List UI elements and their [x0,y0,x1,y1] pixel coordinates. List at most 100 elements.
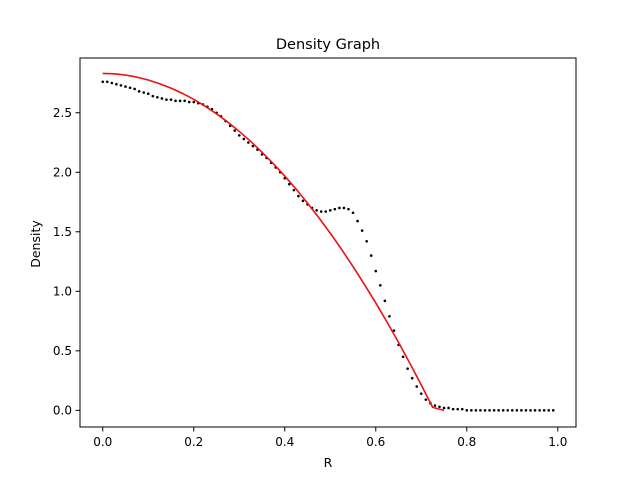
data-point [406,367,409,370]
data-point [506,409,510,412]
data-point [160,97,164,100]
data-point [401,355,405,359]
y-tick-label: 0.5 [53,344,72,358]
data-point [119,84,123,87]
data-point [356,219,359,223]
data-point [110,81,114,85]
data-point [315,209,318,212]
data-point [128,86,132,90]
data-point [533,409,537,412]
x-tick-label: 0.2 [184,435,203,449]
data-point [456,407,459,411]
y-tick-label: 2.5 [53,106,72,120]
data-point [142,91,146,94]
data-point [479,409,482,412]
y-axis-label: Density [28,220,43,268]
data-point [165,98,168,101]
data-point [297,194,300,198]
data-point [383,299,387,303]
plot-area: 0.0 0.2 0.4 0.6 0.8 1.0 0.0 0.5 1.0 1.5 2.0 2.5 [53,57,577,449]
fit-curve-line [102,72,445,412]
data-point [529,409,532,412]
data-point [183,99,186,103]
data-point [247,141,250,144]
x-tick-label: 0.8 [457,435,476,449]
data-point [542,409,546,412]
data-point [151,94,155,98]
data-point [237,134,241,137]
data-point [369,254,373,257]
data-point [460,407,464,411]
y-tick-label: 1.5 [53,225,72,239]
data-point [410,376,414,380]
data-point [515,409,519,412]
data-point [133,87,136,91]
chart-title: Density Graph [276,37,380,53]
data-point [424,398,428,401]
y-tick-label: 2.0 [53,166,72,180]
data-point [328,209,332,212]
data-point [488,409,491,412]
data-point [360,229,364,232]
data-point [333,207,337,211]
data-point [292,188,296,192]
data-point [174,99,177,103]
data-point [233,129,237,132]
data-point [474,409,478,412]
plot-frame [79,57,577,428]
y-tick-label: 1.0 [53,285,72,299]
data-point [115,82,118,86]
data-point [374,269,378,273]
data-point [242,137,246,141]
data-point [106,80,109,84]
data-point [483,409,487,412]
data-point [524,409,528,412]
data-point [169,98,173,101]
data-point [379,284,382,287]
data-point [497,409,500,412]
x-tick-label: 0.6 [366,435,385,449]
data-point [388,315,391,318]
data-point [146,92,150,96]
data-point [178,99,182,103]
data-point [301,199,305,203]
x-tick-label: 1.0 [548,435,567,449]
data-point [351,211,355,215]
data-point [347,207,350,211]
data-point [338,206,341,210]
data-point [447,406,450,410]
data-point [442,406,446,410]
data-point [419,392,423,395]
x-tick-label: 0.0 [93,435,112,449]
data-point [101,80,105,84]
data-point [156,95,159,99]
data-point [510,409,514,412]
data-point [538,409,541,412]
data-point [288,182,291,186]
data-point [551,409,555,412]
scatter-series [101,80,555,412]
data-point [501,409,505,412]
x-axis-label: R [324,455,333,470]
data-point [365,240,368,243]
data-point [342,206,346,210]
data-point [520,409,523,412]
data-point [547,409,550,412]
data-point [319,210,323,213]
data-point [492,409,496,412]
data-point [451,407,455,411]
data-point [465,409,469,412]
data-point [470,409,473,412]
data-point [433,404,437,407]
data-point [392,329,396,332]
data-point [251,144,255,148]
data-point [137,90,141,93]
data-point [415,385,419,388]
data-point [324,210,328,213]
data-point [124,85,127,88]
y-tick-label: 0.0 [53,404,72,418]
data-point [192,100,196,104]
x-tick-label: 0.4 [275,435,294,449]
data-point [187,100,191,104]
